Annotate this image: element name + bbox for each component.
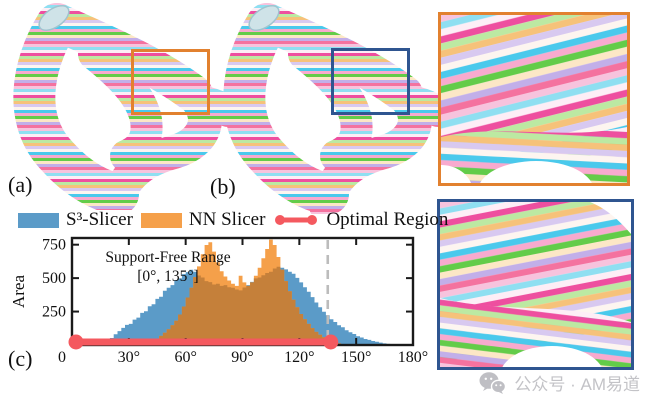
y-axis-label: Area	[9, 275, 28, 308]
x-tick-label: 180°	[398, 349, 428, 366]
nn-slicer-label: NN Slicer	[188, 209, 266, 230]
x-tick-label: 150°	[341, 349, 371, 366]
x-tick-label: 90°	[231, 349, 253, 366]
histogram-chart-svg: 0 30° 60° 90° 120° 150° 180° 250 500 750 Area Suppo…	[9, 237, 428, 366]
annotation-line1: Support-Free Range	[105, 249, 230, 266]
x-tick-label: 60°	[174, 349, 196, 366]
optimal-region-line-icon	[275, 215, 318, 225]
s3-slicer-label: S³-Slicer	[66, 209, 133, 230]
optimal-region-label: Optimal Region	[326, 209, 449, 230]
s3-slicer-swatch	[18, 212, 59, 228]
legend-item-nn-slicer: NN Slicer	[140, 209, 266, 231]
histogram-chart: 0 30° 60° 90° 120° 150° 180° 250 500 750 Area Suppo…	[0, 232, 440, 374]
x-tick-label: 120°	[284, 349, 314, 366]
legend-item-s3-slicer: S³-Slicer	[18, 209, 133, 231]
inset-a-stripes	[441, 15, 627, 183]
wechat-icon	[479, 371, 507, 394]
zoom-inset-a	[438, 12, 630, 186]
x-tick-label: 0	[58, 349, 66, 366]
chart-legend: S³-Slicer NN Slicer Optimal Region	[18, 209, 448, 231]
panel-b-label: (b)	[210, 174, 236, 199]
x-tick-label: 30°	[118, 349, 140, 366]
zoom-inset-b	[437, 199, 634, 370]
panel-a-label: (a)	[8, 172, 33, 197]
model-b-highlight-rect	[331, 48, 410, 115]
inset-b-stripes	[440, 202, 631, 367]
legend-item-optimal-region: Optimal Region	[273, 209, 448, 231]
y-tick-label: 250	[42, 304, 66, 321]
hist-overlap	[72, 266, 413, 345]
panel-c-label: (c)	[8, 346, 33, 371]
nn-slicer-swatch	[140, 212, 182, 228]
y-tick-label: 750	[42, 237, 66, 254]
model-a-highlight-rect	[131, 49, 210, 115]
watermark: 公众号 · AM易道	[479, 370, 640, 395]
annotation-line2: [0°, 135°]	[137, 268, 198, 285]
watermark-text: 公众号 · AM易道	[514, 375, 640, 394]
optimal-region-dot-end	[323, 334, 339, 350]
optimal-region-dot-start	[68, 334, 84, 350]
y-tick-label: 500	[42, 270, 66, 287]
